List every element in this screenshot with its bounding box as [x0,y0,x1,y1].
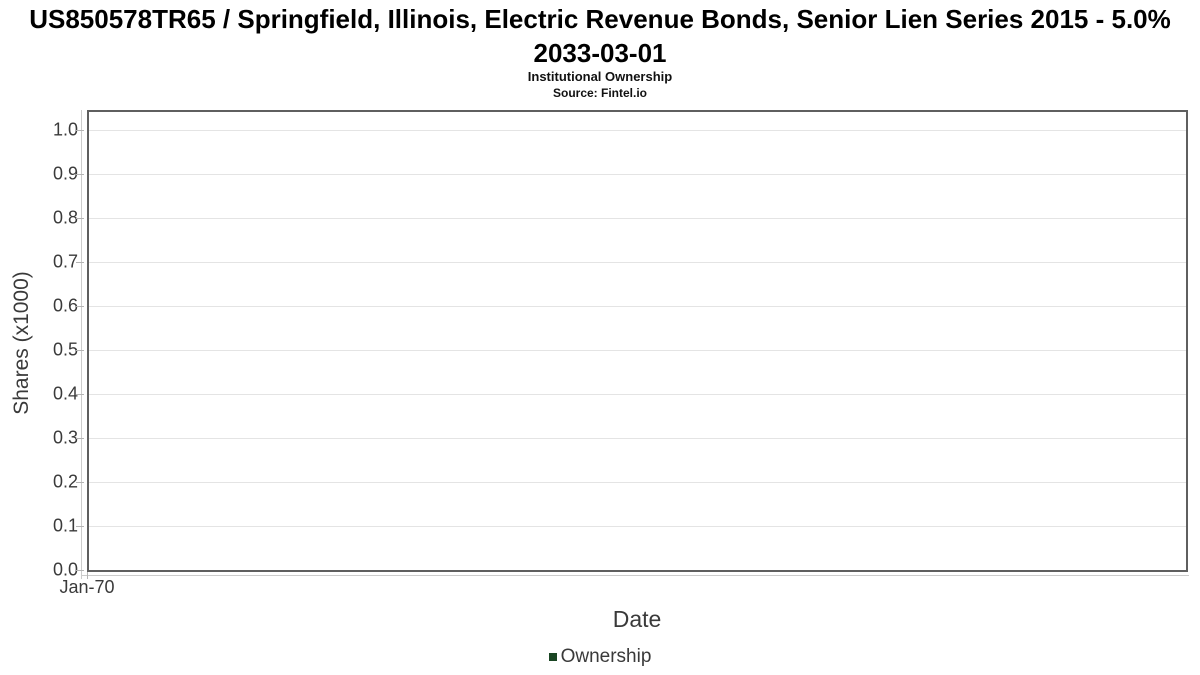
y-tick-mark [76,393,84,395]
x-tick-label: Jan-70 [59,577,115,597]
y-tick-label: 1.0 [52,119,78,140]
y-tick-mark [76,129,84,131]
x-axis-title: Date [612,606,662,632]
chart-subtitle: Institutional Ownership [527,69,673,84]
y-tick-label: 0.7 [52,251,78,272]
y-tick-label: 0.9 [52,163,78,184]
y-tick-label: 0.5 [52,339,78,360]
gridline [89,261,1186,263]
gridline [89,525,1186,527]
legend: Ownership [0,646,1200,668]
y-tick-marks [76,112,84,571]
legend-marker-square [548,653,557,661]
chart-title: US850578TR65 / Springfield, Illinois, El… [29,4,1171,68]
gridline [89,217,1186,219]
gridline [89,173,1186,175]
gridline [89,305,1186,307]
y-tick-mark [76,217,84,219]
gridline [89,437,1186,439]
y-tick-labels: 0.0 0.1 0.2 0.3 0.4 0.5 0.6 0.7 0.8 0.9 1.0 [20,112,78,579]
y-tick-label: 0.2 [52,471,78,492]
y-tick-label: 0.8 [52,207,78,228]
y-tick-mark [76,570,84,571]
y-tick-mark [76,305,84,307]
y-tick-mark [76,173,84,175]
gridline [89,481,1186,483]
y-tick-mark [76,349,84,351]
y-tick-mark [76,261,84,263]
gridline [89,129,1186,131]
y-tick-label: 0.1 [52,515,78,536]
gridline [89,393,1186,395]
legend-label: Ownership [560,646,652,667]
y-tick-label: 0.6 [52,295,78,316]
chart-source: Source: Fintel.io [552,86,647,100]
y-tick-mark [76,437,84,439]
plot-area [87,110,1188,572]
gridline [89,349,1186,351]
y-tick-label: 0.3 [52,427,78,448]
y-tick-label: 0.4 [52,383,78,404]
y-axis-line [81,110,82,579]
y-tick-label: 0.0 [52,559,78,580]
y-tick-mark [76,481,84,483]
gridlines [89,112,1186,570]
x-axis-line [81,575,1189,576]
x-tick-mark [87,572,88,579]
y-tick-mark [76,525,84,527]
